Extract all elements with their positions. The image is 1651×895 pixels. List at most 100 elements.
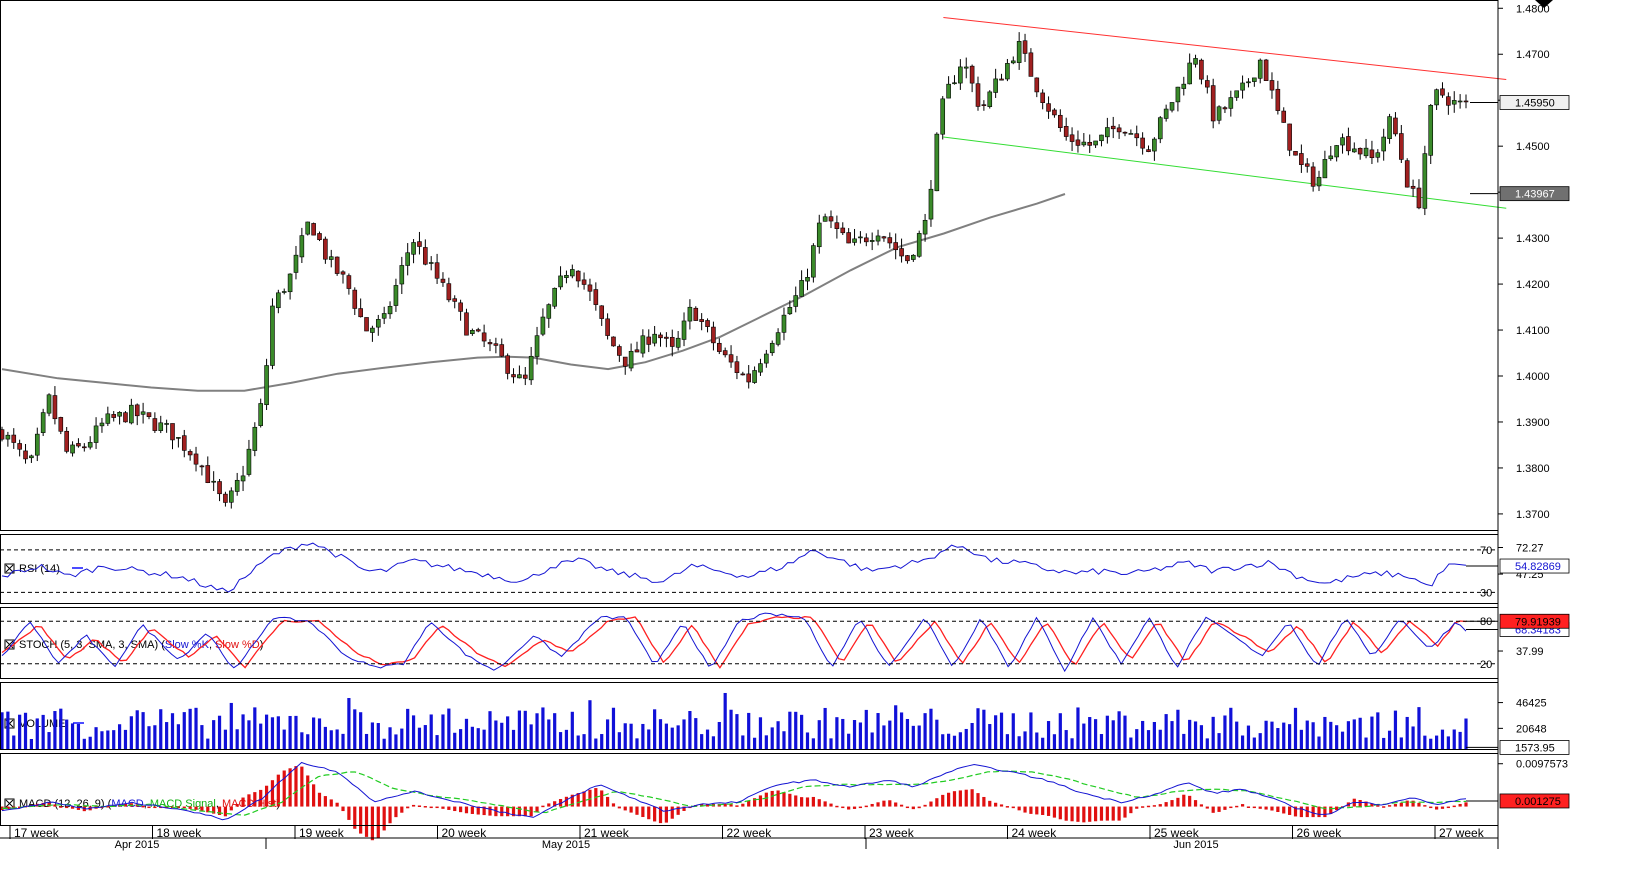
candle xyxy=(1140,132,1145,155)
volume-bar xyxy=(176,724,180,749)
candle-bear xyxy=(834,222,840,229)
candle xyxy=(775,328,781,347)
candle-bull xyxy=(1081,141,1087,146)
macd-hist-bar xyxy=(1064,806,1068,821)
macd-hist-bar xyxy=(1164,802,1168,807)
volume-bar xyxy=(223,729,228,749)
candle-bull xyxy=(852,238,857,243)
macd-hist-bar xyxy=(259,789,263,807)
candle-bull xyxy=(411,242,416,255)
rsi-pane: RSI (14) 70 30 xyxy=(0,542,1498,599)
volume-bar xyxy=(259,723,263,749)
candle-bull xyxy=(811,245,816,278)
candle-bear xyxy=(0,429,5,440)
candle-bull xyxy=(1157,117,1163,140)
candle xyxy=(916,230,922,258)
candle xyxy=(82,443,87,452)
candle-bull xyxy=(1228,97,1234,109)
candle-bear xyxy=(1222,107,1228,110)
volume-bar xyxy=(717,721,721,749)
rsi-axis-label: 72.27 xyxy=(1516,543,1544,555)
candle xyxy=(464,308,469,336)
volume-bar xyxy=(241,714,245,749)
candle xyxy=(1351,142,1357,153)
candle-bull xyxy=(1093,140,1098,146)
stoch-close-icon xyxy=(5,640,14,649)
price-pane: 1.48001.47001.46001.45001.44001.43001.42… xyxy=(0,0,1570,521)
macd-hist-bar xyxy=(664,806,668,823)
candle xyxy=(0,426,5,442)
volume-bar xyxy=(194,707,198,749)
volume-bar xyxy=(823,707,827,749)
candle xyxy=(446,277,452,303)
macd-hist-bar xyxy=(229,806,233,811)
candle xyxy=(1016,32,1022,70)
candle xyxy=(1346,127,1351,156)
macd-hist-bar xyxy=(647,806,651,820)
candle xyxy=(164,419,169,433)
candle xyxy=(828,210,834,229)
candle xyxy=(622,356,628,375)
candle-bull xyxy=(570,269,575,277)
macd-hist-bar xyxy=(1393,804,1398,807)
candle-bull xyxy=(46,394,52,414)
candle-bear xyxy=(1028,52,1034,77)
macd-hist-bar xyxy=(1270,806,1274,811)
macd-hist-bar xyxy=(1387,805,1392,807)
candle xyxy=(540,308,546,337)
volume-bar xyxy=(1176,709,1180,749)
month-label: Apr 2015 xyxy=(115,839,160,851)
candle-bear xyxy=(205,465,211,483)
macd-hist-bar xyxy=(629,806,633,813)
volume-bar xyxy=(952,735,957,749)
volume-bar xyxy=(382,738,386,749)
macd-hist-bar xyxy=(1052,806,1057,818)
volume-bar xyxy=(523,710,527,749)
candle xyxy=(987,90,993,109)
candle-bear xyxy=(1293,151,1298,156)
volume-bar xyxy=(729,709,733,749)
candle-bear xyxy=(311,223,316,236)
candle-bear xyxy=(364,317,369,332)
candle-bull xyxy=(234,479,240,492)
macd-hist-bar xyxy=(1211,806,1215,813)
candle xyxy=(505,353,510,380)
candle xyxy=(940,96,946,140)
volume-bar xyxy=(129,716,133,749)
macd-hist-bar xyxy=(1435,806,1439,810)
candle-bear xyxy=(887,237,893,244)
candle xyxy=(370,325,375,342)
candle-bull xyxy=(1375,152,1381,158)
volume-bar xyxy=(1235,721,1239,749)
volume-bar xyxy=(917,725,921,749)
candle xyxy=(40,408,46,437)
candle-bear xyxy=(323,238,328,260)
candle-bull xyxy=(1363,147,1369,157)
candle-bear xyxy=(746,373,751,383)
candle-bull xyxy=(1010,60,1016,64)
macd-line xyxy=(1,761,1467,821)
candle xyxy=(1075,130,1081,153)
macd-hist-bar xyxy=(876,802,880,807)
candle xyxy=(299,227,305,264)
volume-bar xyxy=(535,713,539,749)
volume-bar xyxy=(1299,729,1303,749)
candle xyxy=(687,299,693,330)
rsi-title: RSI (14) xyxy=(19,563,60,575)
week-label: 22 week xyxy=(727,826,773,840)
candle-bear xyxy=(1140,137,1145,149)
macd-hist-bar xyxy=(1199,804,1204,807)
volume-bar xyxy=(1429,738,1433,749)
candle xyxy=(452,295,458,309)
candle xyxy=(123,411,128,423)
macd-hist-bar xyxy=(1364,801,1368,807)
candle xyxy=(1463,94,1469,109)
candle xyxy=(193,446,199,472)
macd-hist-bar xyxy=(1129,806,1133,814)
candle xyxy=(1228,90,1234,117)
volume-bar xyxy=(888,720,892,749)
candle xyxy=(899,238,904,263)
candle-bull xyxy=(787,307,793,315)
candle xyxy=(634,341,640,353)
candle xyxy=(1187,53,1192,85)
